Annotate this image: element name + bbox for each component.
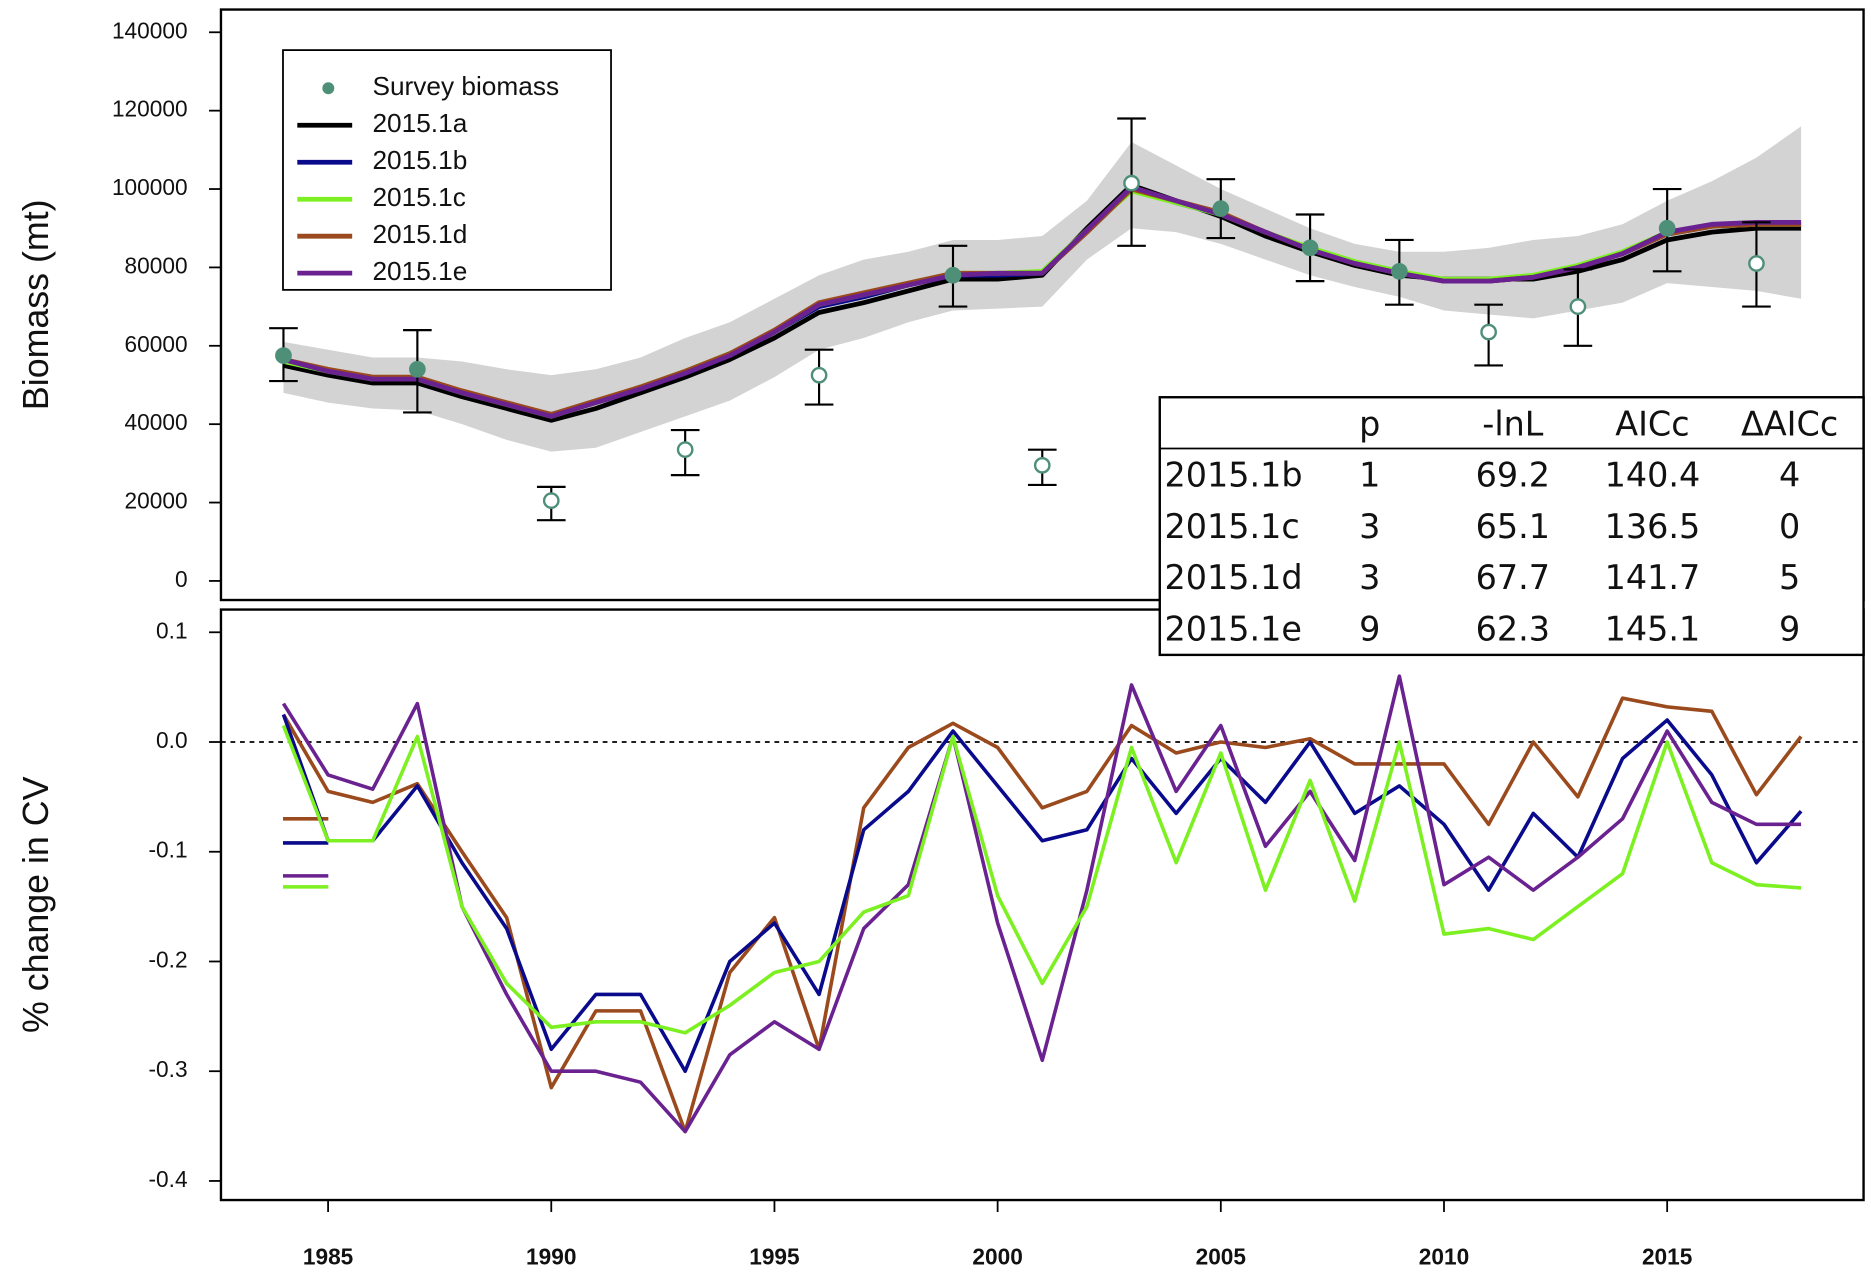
legend-label: 2015.1c [372, 182, 465, 212]
table-cell: 9 [1359, 610, 1380, 649]
y-tick-label: -0.2 [149, 946, 188, 972]
series-line [281, 674, 1802, 1134]
series-line [281, 713, 1803, 1074]
series-line [281, 724, 1802, 1035]
y-tick-label: 100000 [112, 174, 188, 200]
legend-label: Survey biomass [372, 71, 559, 101]
table-cell: 1 [1359, 456, 1380, 495]
survey-point [542, 492, 560, 509]
survey-point [944, 266, 962, 284]
table-header: ΔAICc [1741, 404, 1838, 443]
table-box [1158, 396, 1865, 657]
y-tick-label: 60000 [125, 331, 188, 357]
table-header: p [1359, 404, 1380, 443]
x-tick-label: 1985 [303, 1243, 353, 1269]
table-cell: 62.3 [1476, 610, 1550, 649]
survey-point [1658, 219, 1676, 237]
legend-label: 2015.1e [372, 256, 467, 286]
y-tick-label: -0.3 [149, 1056, 188, 1082]
survey-point [1301, 239, 1319, 257]
table-cell: 2015.1e [1165, 610, 1302, 649]
table-header: AICc [1615, 404, 1689, 443]
y-tick-label: -0.4 [149, 1166, 188, 1192]
legend-box [282, 49, 612, 291]
plot-frame [219, 8, 1865, 602]
legend-marker [322, 82, 335, 95]
survey-point [676, 441, 694, 458]
series-line [282, 184, 1802, 419]
y-tick-label: 40000 [125, 409, 188, 435]
table-cell: 67.7 [1476, 558, 1550, 597]
y-axis-label: % change in CV [16, 776, 56, 1033]
y-axis-label: Biomass (mt) [16, 199, 56, 410]
survey-point [1480, 323, 1497, 341]
table-cell: 65.1 [1476, 507, 1550, 546]
survey-point [1569, 298, 1587, 315]
plot-frame [219, 608, 1865, 1202]
series-line [281, 696, 1803, 1134]
y-tick-label: 0 [175, 566, 188, 592]
table-header: -lnL [1482, 404, 1543, 443]
survey-point [1212, 200, 1230, 217]
legend-label: 2015.1a [372, 108, 467, 138]
table-cell: 9 [1779, 610, 1800, 649]
table-cell: 3 [1359, 507, 1380, 546]
survey-point [275, 347, 292, 364]
table-cell: 5 [1779, 558, 1800, 597]
table-cell: 2015.1c [1165, 507, 1300, 546]
table-cell: 3 [1359, 558, 1380, 597]
table-cell: 141.7 [1605, 558, 1701, 597]
table-cell: 0 [1779, 507, 1800, 546]
y-tick-label: 140000 [112, 17, 188, 43]
x-tick-label: 2015 [1642, 1243, 1692, 1269]
x-tick-label: 2010 [1419, 1243, 1469, 1269]
table-cell: 140.4 [1605, 456, 1701, 495]
table-cell: 136.5 [1605, 507, 1701, 546]
y-tick-label: 20000 [125, 488, 188, 514]
y-tick-label: 0.0 [156, 727, 188, 753]
x-tick-label: 1990 [526, 1243, 576, 1269]
x-tick-label: 2000 [972, 1243, 1022, 1269]
survey-point [810, 366, 828, 384]
legend-label: 2015.1b [372, 145, 467, 175]
survey-point [1123, 174, 1140, 192]
table-cell: 145.1 [1605, 610, 1701, 649]
survey-point [1033, 456, 1051, 474]
x-tick-label: 1995 [749, 1243, 799, 1269]
x-tick-label: 2005 [1196, 1243, 1246, 1269]
y-tick-label: 120000 [112, 96, 188, 122]
survey-point [1391, 262, 1408, 280]
table-cell: 69.2 [1476, 456, 1550, 495]
survey-point [409, 360, 426, 378]
survey-point [1748, 255, 1765, 272]
y-tick-label: -0.1 [149, 837, 188, 863]
legend-label: 2015.1d [372, 219, 467, 249]
y-tick-label: 80000 [125, 252, 188, 278]
confidence-band [283, 126, 1802, 452]
table-cell: 4 [1779, 456, 1800, 495]
table-cell: 2015.1b [1165, 456, 1303, 495]
table-cell: 2015.1d [1165, 558, 1303, 597]
y-tick-label: 0.1 [156, 617, 188, 643]
